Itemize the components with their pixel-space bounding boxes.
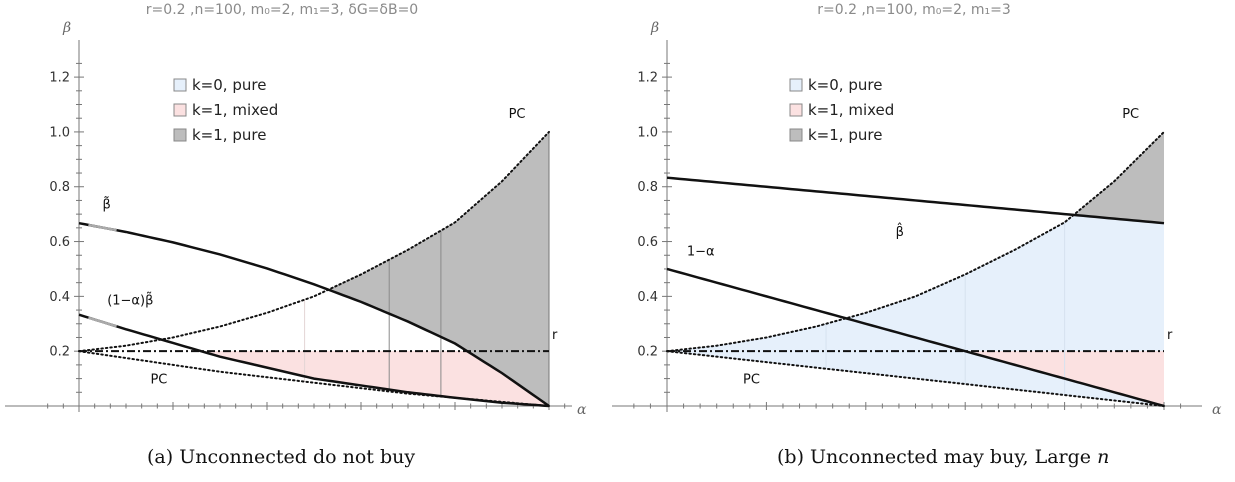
pc-upper-label: PC: [1122, 107, 1139, 122]
beta-tilde-label: β̃: [103, 196, 111, 212]
one-minus-alpha-label: 1−α: [687, 244, 715, 259]
legend-item-label: k=1, mixed: [808, 101, 894, 119]
legend-swatch: [173, 78, 187, 92]
curve-start-segment: [88, 316, 117, 328]
y-tick-label: 0.8: [637, 180, 658, 195]
panel-a: 0.2 0.4 0.6 0.8 1.0 1.2 α β r=0.2 ,n=100, m₀=2, …: [5, 2, 587, 418]
y-axis-label: β: [62, 20, 71, 36]
y-tick-label: 0.6: [637, 235, 658, 250]
legend-swatch: [789, 103, 803, 117]
y-tick-label: 1.2: [637, 71, 658, 86]
y-tick-label: 1.2: [49, 71, 70, 86]
solid-curve-1: [78, 221, 550, 408]
pc-lower-curve: [666, 350, 1165, 407]
legend-item-label: k=1, mixed: [192, 101, 278, 119]
legend-item-label: k=0, pure: [192, 76, 266, 94]
caption-b-n: n: [1097, 446, 1110, 468]
pc-lower-label: PC: [150, 373, 167, 388]
y-tick-label: 0.6: [49, 235, 70, 250]
y-axis-label: β: [650, 20, 659, 36]
solid-curve-1: [666, 176, 1165, 225]
curve-start-segment: [88, 223, 117, 232]
legend-swatch: [173, 103, 187, 117]
x-axis-label: α: [1212, 402, 1222, 418]
y-tick-label: 0.2: [637, 345, 658, 360]
y-tick-label: 0.2: [49, 345, 70, 360]
pc-upper-label: PC: [509, 107, 526, 122]
caption-b: (b) Unconnected may buy, Large n: [777, 446, 1109, 468]
beta-hat-label: β̂: [896, 223, 904, 240]
region-k1-pure: [79, 131, 549, 407]
chart-title: r=0.2 ,n=100, m₀=2, m₁=3, δG=δB=0: [146, 2, 418, 18]
x-axis-label: α: [577, 402, 587, 418]
r-label: r: [552, 328, 558, 343]
legend-item-label: k=1, pure: [808, 126, 882, 144]
y-tick-label: 0.4: [49, 290, 70, 305]
region-k1-mixed: [201, 351, 549, 406]
legend-item-label: k=1, pure: [192, 126, 266, 144]
pc-upper-curve: [666, 130, 1165, 353]
caption-a: (a) Unconnected do not buy: [147, 446, 416, 468]
chart-title: r=0.2 ,n=100, m₀=2, m₁=3: [817, 2, 1011, 18]
panel-b: 0.2 0.4 0.6 0.8 1.0 1.2 α β r=0.2 ,n=100, m₀=2, …: [612, 2, 1222, 418]
one-minus-alpha-beta-tilde-label: (1−α)β̃: [107, 292, 153, 308]
pc-lower-label: PC: [743, 373, 760, 388]
legend-swatch: [789, 128, 803, 142]
legend-item-label: k=0, pure: [808, 76, 882, 94]
y-tick-label: 1.0: [637, 125, 658, 140]
pc-upper-curve: [78, 130, 550, 353]
legend-swatch: [173, 128, 187, 142]
caption-b-text: (b) Unconnected may buy, Large: [777, 446, 1098, 468]
y-tick-label: 0.4: [637, 290, 658, 305]
r-label: r: [1167, 328, 1173, 343]
y-tick-label: 1.0: [49, 125, 70, 140]
legend-swatch: [789, 78, 803, 92]
y-tick-label: 0.8: [49, 180, 70, 195]
figure-canvas: 0.2 0.4 0.6 0.8 1.0 1.2 α β r=0.2 ,n=100, m₀=2, …: [5, 2, 1222, 418]
solid-curve-2: [78, 313, 550, 408]
solid-curve-2: [666, 267, 1165, 408]
